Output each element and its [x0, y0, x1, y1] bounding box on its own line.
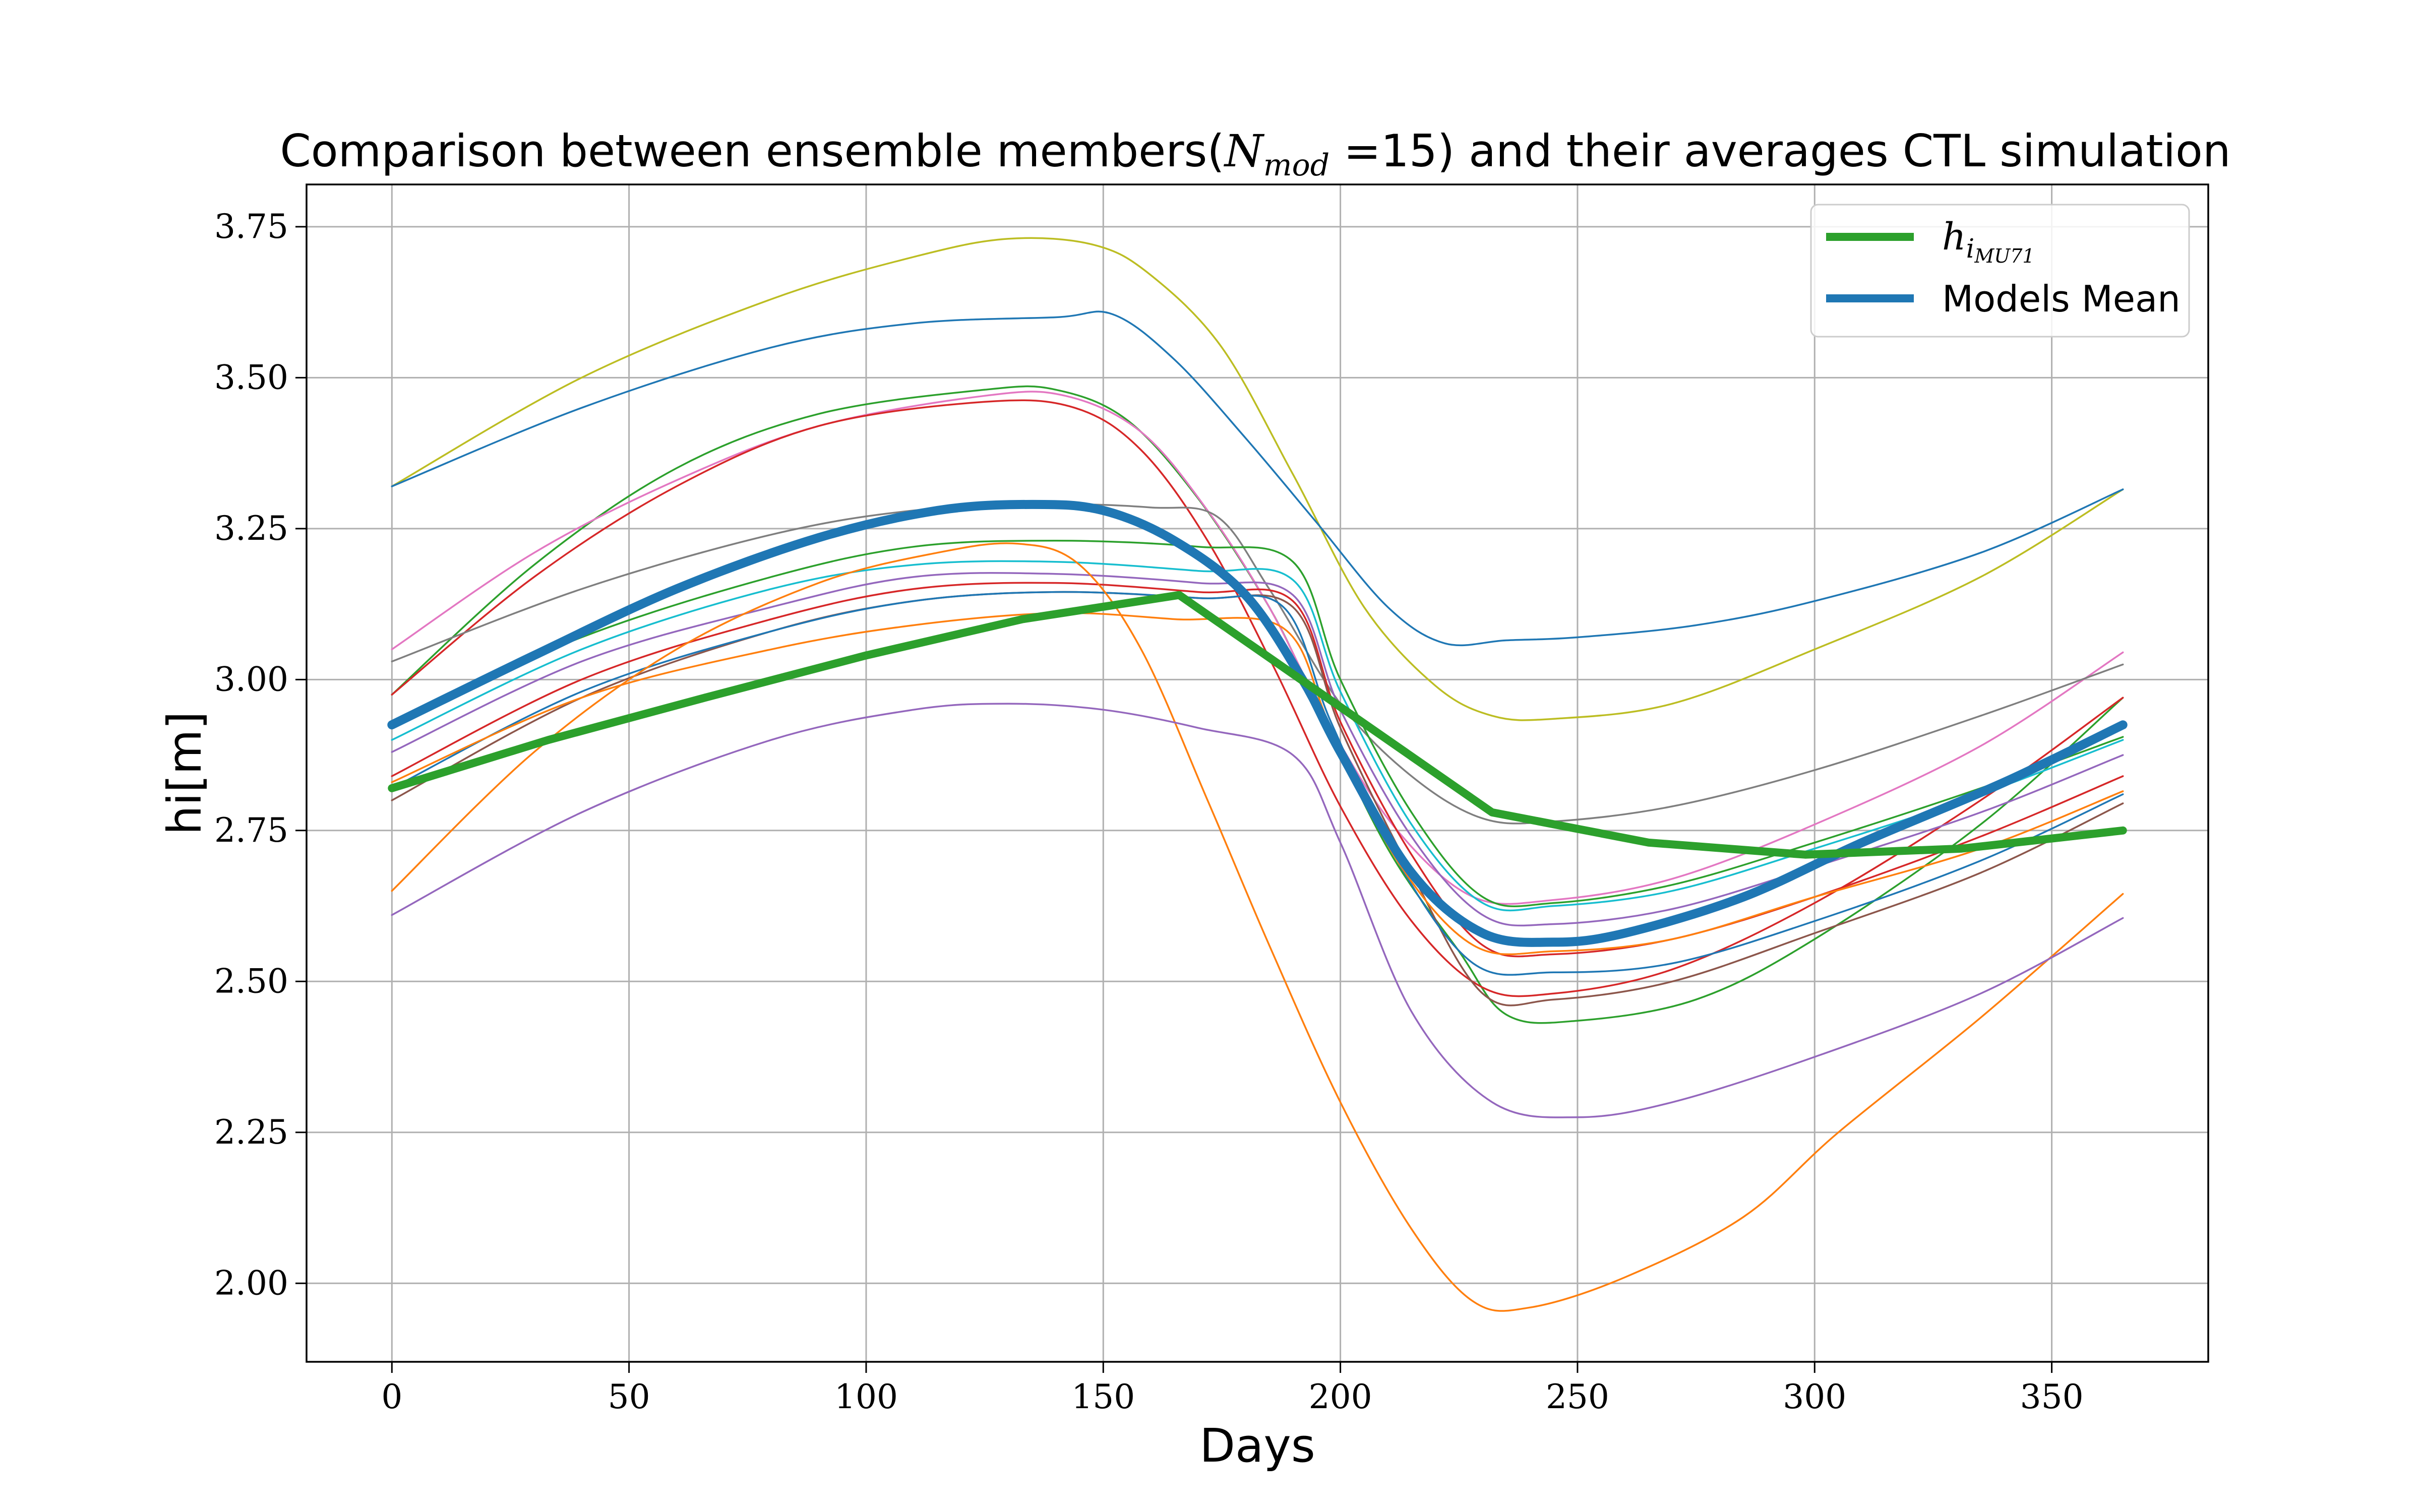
title-math-eq: =15 — [1329, 125, 1437, 177]
highlight-series-group — [387, 499, 2128, 947]
member-series-line-14 — [391, 542, 2124, 1312]
member-series-line-15 — [391, 703, 2124, 1118]
x-tick-label: 150 — [1071, 1377, 1135, 1416]
member-series-line-2 — [391, 310, 2124, 647]
x-tick-label: 200 — [1309, 1377, 1372, 1416]
x-axis-label: Days — [1199, 1419, 1315, 1473]
y-tick-label: 2.75 — [214, 811, 288, 850]
member-series-line-9 — [391, 572, 2124, 927]
y-tick-label: 2.25 — [214, 1113, 288, 1152]
member-series-line-6 — [391, 503, 2124, 825]
legend: hiMU71 Models Mean — [1810, 204, 2190, 338]
observation-line — [388, 591, 2127, 859]
y-axis-label: hi[m] — [158, 711, 212, 835]
x-tick-label: 350 — [2020, 1377, 2084, 1416]
legend-obs-sub1: i — [1966, 234, 1975, 264]
x-tick-label: 250 — [1546, 1377, 1609, 1416]
y-tick-label: 2.00 — [214, 1264, 288, 1302]
member-series-line-4 — [391, 391, 2124, 905]
member-series-group — [391, 237, 2124, 1312]
x-tick-label: 0 — [381, 1377, 402, 1416]
x-tick-label: 50 — [608, 1377, 650, 1416]
x-tick-label: 100 — [834, 1377, 898, 1416]
y-tick-label: 3.50 — [214, 358, 288, 397]
y-tick-label: 3.75 — [214, 207, 288, 246]
y-tick-label: 3.25 — [214, 509, 288, 548]
y-tick-label: 3.00 — [214, 660, 288, 699]
plot-frame — [306, 183, 2209, 1363]
title-math-sub: mod — [1263, 148, 1329, 183]
title-prefix: Comparison between ensemble members( — [280, 125, 1224, 177]
member-series-line-5 — [391, 399, 2124, 997]
legend-obs-sub2: MU71 — [1974, 245, 2034, 267]
member-series-line-12 — [391, 591, 2124, 976]
y-tick-label: 2.50 — [214, 962, 288, 1000]
legend-label-observation: hiMU71 — [1942, 215, 2035, 267]
legend-obs-base: h — [1942, 215, 1966, 259]
x-tick-label: 300 — [1783, 1377, 1846, 1416]
title-suffix: ) and their averages CTL simulation — [1437, 125, 2231, 177]
grid — [307, 184, 2208, 1362]
member-series-line-1 — [391, 237, 2124, 721]
title-math-base: N — [1224, 125, 1265, 177]
chart-title: Comparison between ensemble members(Nmod… — [280, 125, 2230, 183]
legend-label-mean: Models Mean — [1942, 278, 2181, 320]
axis-ticks: 0 50 100 150 200 250 300 350 2.00 2.25 2.50 2.75 3.0… — [214, 207, 2084, 1416]
member-series-line-3 — [391, 385, 2124, 1024]
